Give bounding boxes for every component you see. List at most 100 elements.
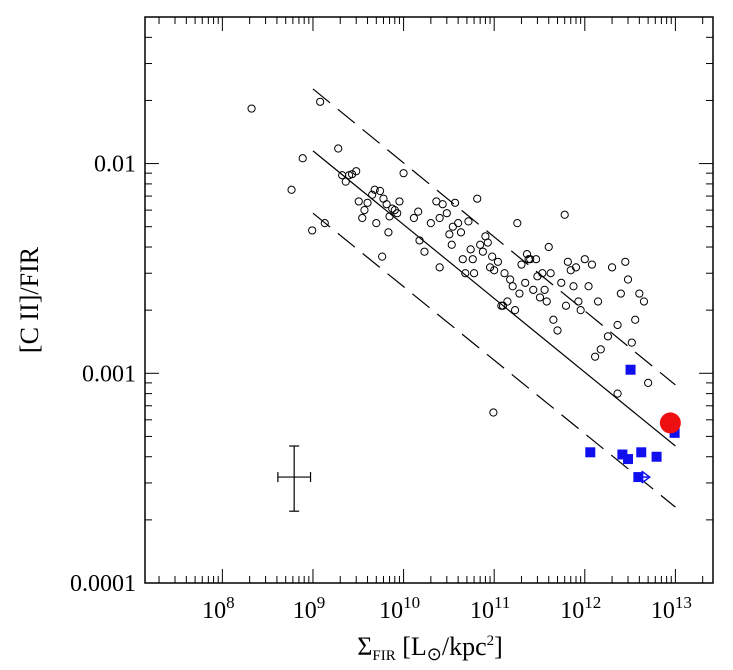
data-point — [490, 266, 499, 275]
data-point — [476, 240, 485, 249]
x-axis-label: ΣFIR [L⊙/kpc2] — [357, 632, 503, 664]
data-point — [464, 217, 473, 226]
data-point — [334, 144, 343, 153]
data-point — [569, 282, 578, 291]
data-point — [363, 198, 372, 207]
data-point — [623, 454, 634, 465]
data-point — [557, 278, 566, 287]
data-point — [352, 167, 361, 176]
data-point — [450, 198, 460, 207]
x-tick-label: 1012 — [560, 593, 601, 624]
high-z-points — [585, 364, 680, 484]
data-point — [510, 306, 520, 315]
data-point — [399, 169, 408, 178]
data-point — [489, 408, 498, 417]
data-point — [442, 209, 451, 218]
data-point — [385, 212, 394, 221]
data-point — [438, 200, 447, 209]
data-point — [372, 219, 381, 228]
data-point — [466, 245, 475, 254]
data-point — [358, 213, 367, 223]
data-point — [576, 306, 585, 315]
data-point — [542, 297, 551, 306]
data-point — [546, 269, 555, 278]
x-tick-label: 109 — [293, 593, 326, 624]
data-point — [415, 236, 424, 245]
data-point — [639, 297, 649, 306]
data-point — [378, 252, 387, 261]
data-point — [320, 219, 329, 228]
data-point — [287, 185, 296, 194]
data-point — [461, 269, 470, 278]
data-point — [651, 451, 662, 462]
data-point — [435, 263, 444, 272]
data-point — [379, 194, 388, 203]
data-point — [623, 275, 633, 284]
data-point — [354, 197, 363, 206]
data-point — [375, 186, 385, 196]
data-point — [561, 301, 571, 310]
data-point — [316, 97, 325, 106]
data-point — [414, 207, 423, 216]
envelope-line — [312, 88, 676, 386]
data-point — [587, 260, 597, 269]
special-markers — [277, 412, 681, 512]
data-point — [544, 242, 553, 252]
data-point — [627, 338, 636, 347]
y-tick-label: 0.01 — [94, 152, 136, 178]
data-point — [409, 213, 419, 223]
envelope-line — [312, 212, 676, 508]
local-galaxy-points — [247, 97, 653, 417]
data-point — [478, 247, 487, 256]
minor-ticks — [145, 16, 713, 583]
data-point — [593, 297, 603, 306]
data-point — [535, 293, 545, 302]
data-point — [580, 255, 589, 264]
x-tick-label: 1011 — [470, 593, 510, 624]
data-point — [508, 282, 517, 291]
data-point — [426, 219, 435, 228]
data-point — [607, 263, 617, 272]
data-point — [515, 289, 524, 298]
data-point — [503, 297, 512, 306]
major-ticks — [145, 17, 713, 584]
data-point — [370, 185, 379, 194]
data-point — [669, 427, 680, 438]
data-point — [341, 177, 350, 186]
data-point — [644, 378, 653, 387]
data-point — [529, 285, 538, 294]
data-point — [473, 194, 482, 203]
y-tick-label: 0.0001 — [70, 571, 136, 597]
data-point — [420, 247, 429, 256]
target-point — [659, 412, 681, 434]
data-point — [631, 315, 640, 324]
fit-lines — [312, 88, 676, 508]
x-tick-labels: 108 109 1010 1011 1012 1013 — [202, 593, 692, 624]
data-point — [549, 315, 558, 324]
y-axis-label: [C II]/FIR — [15, 246, 44, 353]
data-point — [308, 226, 317, 235]
data-point — [384, 228, 393, 237]
data-point — [553, 326, 562, 335]
fit-line — [312, 150, 676, 447]
data-point — [625, 364, 636, 375]
data-point — [506, 275, 515, 284]
data-point — [347, 170, 357, 179]
data-point — [368, 190, 377, 199]
data-point — [563, 257, 572, 266]
x-tick-label: 1010 — [379, 593, 420, 624]
data-point — [447, 240, 456, 249]
data-point — [513, 219, 522, 228]
limit-arrow-head — [641, 470, 651, 484]
data-point — [456, 228, 466, 237]
data-point — [621, 257, 630, 266]
data-point — [445, 230, 454, 239]
data-point — [636, 447, 647, 458]
data-point — [483, 238, 492, 247]
data-point — [493, 257, 503, 266]
data-point — [469, 269, 479, 278]
data-point — [613, 389, 622, 398]
data-point — [521, 278, 530, 287]
data-point — [617, 449, 628, 460]
data-point — [571, 263, 581, 272]
